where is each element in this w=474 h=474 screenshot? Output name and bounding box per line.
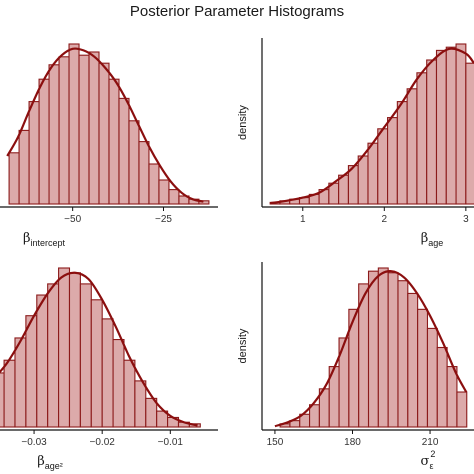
x-tick-label: 1 xyxy=(300,214,306,225)
x-tick-label: −0.01 xyxy=(158,437,184,448)
histogram-bar xyxy=(426,59,438,205)
density-curve xyxy=(6,47,204,203)
histogram-bar xyxy=(406,88,418,205)
histogram-bar xyxy=(148,163,160,205)
histogram-bar xyxy=(112,338,125,428)
plot-area xyxy=(0,267,201,428)
histogram-bar xyxy=(14,337,27,428)
histogram-bar xyxy=(446,366,458,428)
plot-area xyxy=(6,43,210,205)
x-axis-label: βage² xyxy=(37,454,63,471)
histogram-bar xyxy=(28,101,40,205)
histogram-bar xyxy=(38,78,50,205)
x-tick-label: −0.02 xyxy=(90,437,116,448)
histogram-bar xyxy=(445,46,457,205)
x-axis-label-superscript: 2 xyxy=(430,449,435,459)
histogram-bar xyxy=(138,141,150,205)
histogram-bar xyxy=(79,283,92,428)
x-axis-label: βintercept xyxy=(23,231,66,248)
histogram-bar xyxy=(417,308,429,428)
histogram-bar xyxy=(88,51,100,205)
histogram-bar xyxy=(367,270,379,428)
histogram-bar xyxy=(357,155,369,205)
x-tick-label: 2 xyxy=(382,214,388,225)
x-axis-label: βage xyxy=(421,231,444,248)
histogram-bar xyxy=(416,72,428,205)
histogram-bar xyxy=(377,267,389,428)
density-curve xyxy=(0,271,198,427)
histogram-bar xyxy=(387,272,399,428)
x-tick-label: −25 xyxy=(155,214,172,225)
density-curve xyxy=(274,270,468,428)
x-axis-label-symbol: β xyxy=(23,231,31,246)
x-tick-label: 180 xyxy=(344,437,361,448)
histogram-bar xyxy=(134,380,147,428)
x-axis-label-subscript: ε xyxy=(429,461,433,471)
x-tick-label: −50 xyxy=(64,214,81,225)
histogram-bar xyxy=(377,128,389,205)
histogram-bar xyxy=(90,299,103,428)
histogram-bar xyxy=(68,43,80,205)
density-curve xyxy=(269,47,474,205)
histogram-bar xyxy=(128,120,140,205)
histogram-bar xyxy=(18,129,30,205)
histogram-bar xyxy=(168,189,180,205)
histogram-bar xyxy=(435,49,447,205)
histogram-bar xyxy=(25,315,38,428)
histogram-bar xyxy=(58,267,71,428)
histogram-bar xyxy=(3,359,16,428)
x-axis-label-subscript: intercept xyxy=(30,238,65,248)
panel-age2: −0.03 −0.02 −0.01 βage² xyxy=(0,267,218,471)
x-axis-label-symbol: σ xyxy=(421,454,430,469)
histogram-bar xyxy=(98,62,110,205)
histogram-bar xyxy=(455,43,467,205)
y-axis-label: density xyxy=(237,105,249,140)
histogram-bar xyxy=(367,142,379,205)
x-axis-label: σ2 ε xyxy=(421,449,436,471)
x-tick-label: 150 xyxy=(267,437,284,448)
histogram-bar xyxy=(8,152,20,205)
histogram-bar xyxy=(407,292,419,428)
histogram-bar xyxy=(465,62,474,205)
histogram-bar xyxy=(58,56,70,205)
histogram-bar xyxy=(396,101,408,205)
plot-area xyxy=(274,267,468,428)
histogram-bar xyxy=(309,404,320,428)
histogram-bar xyxy=(387,117,398,205)
x-tick-label: −0.03 xyxy=(21,437,47,448)
histogram-bar xyxy=(397,280,409,428)
histogram-bar xyxy=(108,78,120,205)
histogram-bar xyxy=(118,97,130,205)
histogram-bar xyxy=(36,294,49,428)
histogram-bar xyxy=(123,359,136,428)
x-axis-label-symbol: β xyxy=(37,454,45,469)
panel-sigma: 150 180 210 σ2 ε density xyxy=(237,262,474,471)
histogram-bar xyxy=(426,327,438,428)
histogram-bar xyxy=(101,318,114,428)
x-axis-label-subscript: age² xyxy=(45,461,63,471)
histogram-bar xyxy=(158,179,170,205)
y-axis-label: density xyxy=(237,328,249,363)
x-tick-label: 3 xyxy=(463,214,469,225)
histogram-bar xyxy=(68,272,81,428)
histogram-bar xyxy=(198,200,210,205)
panel-age: 1 2 3 βage density xyxy=(237,38,474,248)
histogram-bar xyxy=(436,346,448,428)
x-axis-label-symbol: β xyxy=(421,231,429,246)
histogram-bar xyxy=(48,64,60,205)
histogram-bar xyxy=(456,391,468,428)
figure-title: Posterior Parameter Histograms xyxy=(130,3,344,20)
histogram-bar xyxy=(78,54,90,205)
panel-intercept: −50 −25 βintercept xyxy=(0,43,218,248)
x-tick-label: 210 xyxy=(422,437,439,448)
histogram-bar xyxy=(47,283,60,428)
x-axis-label-subscript: age xyxy=(428,238,443,248)
plot-area xyxy=(269,43,474,205)
histogram-bar xyxy=(0,372,5,428)
